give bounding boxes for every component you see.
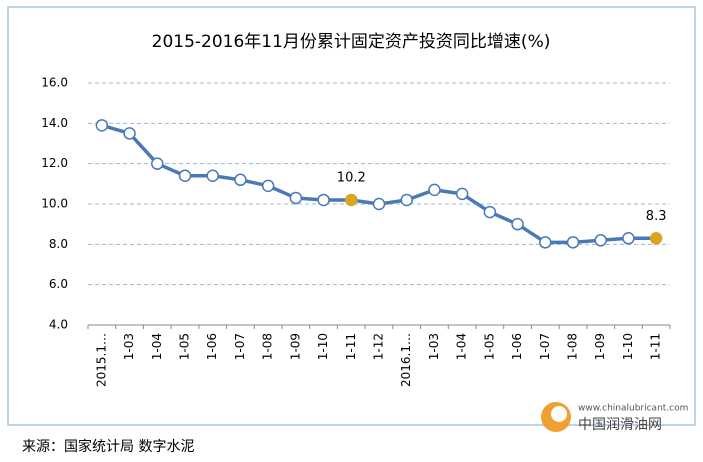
data-point [345, 193, 358, 207]
x-tick-label: 1-11 [344, 333, 358, 360]
data-point [178, 169, 192, 183]
x-tick-label: 1-05 [178, 333, 192, 360]
chart-frame [7, 6, 696, 426]
x-tick-label: 1-05 [482, 333, 496, 360]
x-tick-label: 1-03 [122, 333, 136, 360]
data-point [317, 193, 330, 207]
data-point [206, 169, 219, 183]
y-tick-label: 12.0 [41, 156, 68, 170]
data-point [95, 119, 109, 132]
source-note: 来源：国家统计局 数字水泥 [22, 438, 194, 455]
data-point [123, 127, 136, 140]
data-point [151, 157, 164, 170]
x-tick-label: 1-07 [233, 333, 247, 360]
y-tick-label: 4.0 [49, 318, 68, 332]
y-tick-label: 16.0 [41, 76, 68, 90]
x-tick-label: 1-10 [621, 333, 635, 360]
data-point [594, 234, 607, 247]
x-tick-label: 1-04 [150, 333, 164, 360]
data-point [372, 197, 386, 211]
x-tick-label: 1-06 [205, 333, 219, 360]
y-tick-label: 8.0 [49, 237, 68, 251]
x-tick-label: 1-12 [372, 333, 386, 360]
x-tick-label: 1-10 [316, 333, 330, 360]
x-tick-label: 1-07 [538, 333, 552, 360]
data-point [289, 191, 303, 205]
data-point [455, 187, 469, 201]
data-point [234, 173, 247, 187]
x-tick-label: 1-04 [455, 333, 469, 360]
data-point [428, 183, 441, 197]
data-point [566, 236, 580, 249]
data-point [539, 236, 552, 249]
x-tick-label: 1-11 [649, 333, 663, 360]
data-point [649, 232, 663, 245]
x-tick-label: 2016.1… [399, 333, 413, 387]
chart-title: 2015-2016年11月份累计固定资产投资同比增速(%) [152, 32, 551, 52]
logo-icon-inner [551, 406, 567, 422]
data-point [622, 232, 635, 245]
x-tick-label: 1-08 [566, 333, 580, 360]
data-point [261, 179, 275, 193]
data-point [483, 205, 497, 219]
data-point [511, 217, 524, 231]
data-label: 8.3 [646, 209, 667, 224]
y-tick-label: 6.0 [49, 277, 68, 291]
data-label: 10.2 [337, 170, 366, 185]
y-tick-label: 10.0 [41, 197, 68, 211]
x-tick-label: 1-09 [288, 333, 302, 360]
y-tick-label: 14.0 [41, 116, 68, 130]
data-point [400, 193, 413, 207]
logo-name: 中国润滑油网 [578, 416, 662, 433]
x-tick-label: 1-09 [593, 333, 607, 360]
x-tick-label: 1-03 [427, 333, 441, 360]
x-tick-label: 2015.1… [94, 333, 108, 387]
logo-url: www.chinalubricant.com [578, 404, 688, 414]
x-tick-label: 1-06 [510, 333, 524, 360]
x-tick-label: 1-08 [261, 333, 275, 360]
